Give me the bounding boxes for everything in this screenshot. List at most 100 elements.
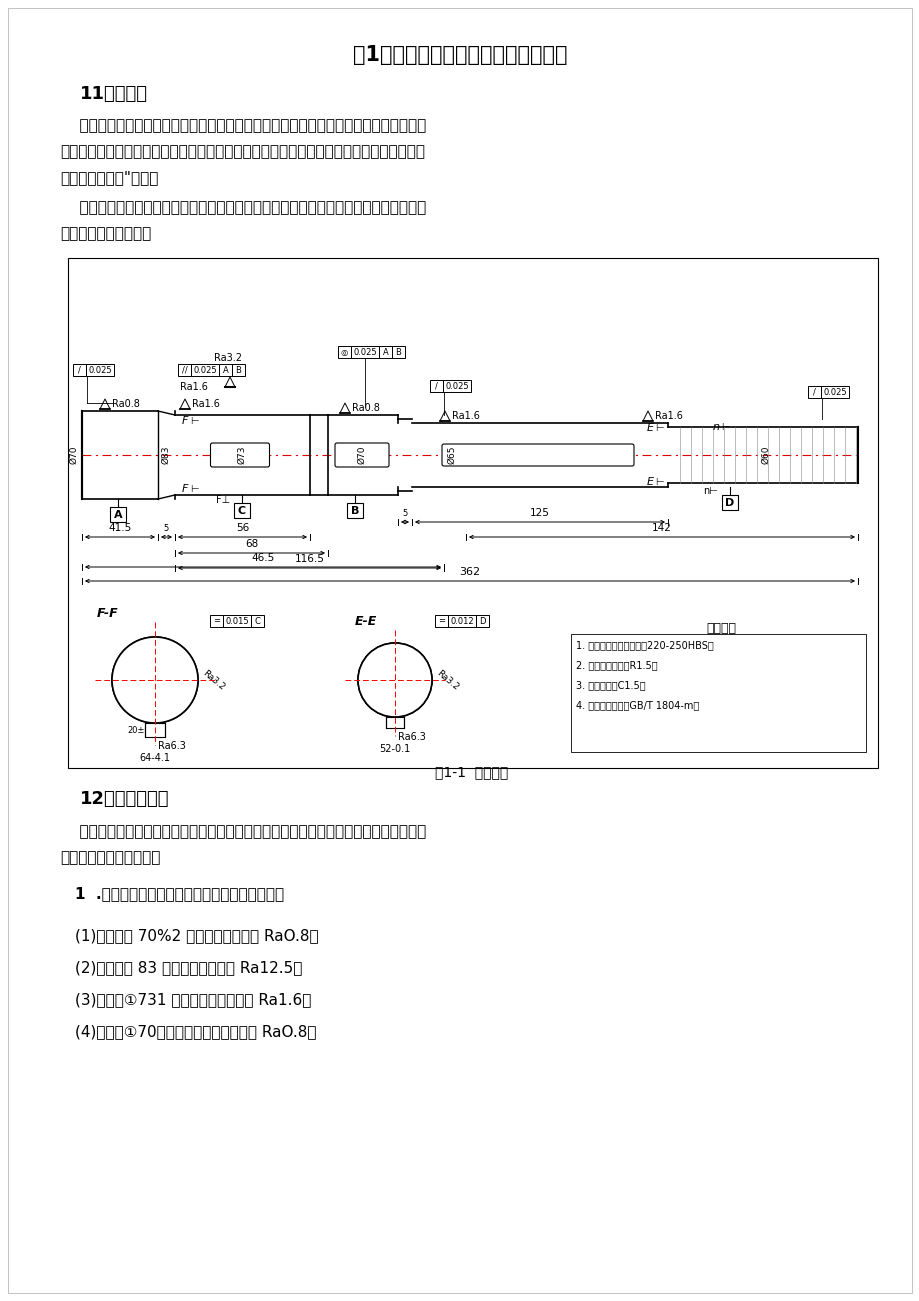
- Text: Ra1.6: Ra1.6: [451, 411, 480, 422]
- FancyBboxPatch shape: [346, 503, 363, 518]
- Text: A: A: [382, 347, 388, 356]
- Circle shape: [112, 637, 198, 723]
- Text: 125: 125: [529, 507, 550, 518]
- FancyBboxPatch shape: [85, 364, 114, 376]
- Text: //: //: [181, 366, 187, 375]
- Text: 46.5: 46.5: [251, 553, 275, 563]
- Text: A: A: [114, 510, 122, 519]
- Text: 0.025: 0.025: [823, 388, 845, 397]
- Text: /: /: [435, 381, 437, 390]
- FancyBboxPatch shape: [73, 364, 85, 376]
- FancyBboxPatch shape: [337, 346, 351, 358]
- Text: 52-0.1: 52-0.1: [379, 744, 410, 755]
- Text: D: D: [724, 497, 734, 507]
- Text: 3. 未注倒角为C1.5；: 3. 未注倒角为C1.5；: [575, 680, 645, 690]
- Text: F: F: [182, 484, 188, 494]
- Text: 64-4.1: 64-4.1: [140, 753, 170, 762]
- FancyBboxPatch shape: [435, 615, 448, 627]
- Text: Ø70: Ø70: [70, 446, 78, 464]
- Text: 0.015: 0.015: [225, 617, 248, 626]
- Text: ◎: ◎: [341, 347, 347, 356]
- FancyBboxPatch shape: [233, 503, 250, 518]
- Text: 20±0: 20±0: [127, 726, 150, 735]
- Text: /: /: [78, 366, 81, 375]
- Text: D: D: [479, 617, 485, 626]
- Text: 杆的变换来选择与不同的齿轮啮合，使二轴能输出不同转速、转向和扭矩。因为其形状像一: 杆的变换来选择与不同的齿轮啮合，使二轴能输出不同转速、转向和扭矩。因为其形状像一: [60, 144, 425, 159]
- FancyBboxPatch shape: [232, 364, 244, 376]
- Text: 116.5: 116.5: [294, 554, 324, 565]
- FancyBboxPatch shape: [251, 615, 264, 627]
- Text: ⊢: ⊢: [720, 422, 729, 432]
- Text: (√): (√): [847, 708, 865, 721]
- Text: ⊢: ⊢: [654, 423, 663, 433]
- FancyBboxPatch shape: [110, 507, 126, 522]
- Text: Ø83: Ø83: [162, 446, 170, 464]
- Bar: [386, 717, 403, 729]
- Text: 第1章轴零件的工艺分析与毛坯的选择: 第1章轴零件的工艺分析与毛坯的选择: [352, 46, 567, 65]
- Text: ⊢: ⊢: [190, 484, 199, 494]
- Text: F-F: F-F: [96, 608, 119, 621]
- Text: (4)轴右侧①70：螺；外圆，表面粗糙度 RaO.8；: (4)轴右侧①70：螺；外圆，表面粗糙度 RaO.8；: [75, 1024, 316, 1039]
- FancyBboxPatch shape: [335, 444, 389, 467]
- Text: Ø60: Ø60: [761, 446, 770, 464]
- FancyBboxPatch shape: [475, 615, 489, 627]
- Text: 0.025: 0.025: [193, 366, 217, 375]
- Text: 轴，是变速箱里的一根轴，轴本身与齿轮为一体，作用是将一轴和二轴连接，通过换挡: 轴，是变速箱里的一根轴，轴本身与齿轮为一体，作用是将一轴和二轴连接，通过换挡: [60, 118, 425, 133]
- Text: A: A: [222, 366, 228, 375]
- Text: =: =: [213, 617, 220, 626]
- Text: B: B: [350, 506, 358, 515]
- Text: 0.025: 0.025: [88, 366, 112, 375]
- Text: 142: 142: [652, 523, 671, 533]
- Text: 个塔，所以又叫"宝塔齿: 个塔，所以又叫"宝塔齿: [60, 170, 158, 185]
- Text: (3)轴左侧①731 喘外圆，表面粗糙度 Ra1.6；: (3)轴左侧①731 喘外圆，表面粗糙度 Ra1.6；: [75, 991, 311, 1007]
- Text: 0.025: 0.025: [445, 381, 469, 390]
- Text: 1  .加工表面的尺寸精度、形状精度和表面质量；: 1 .加工表面的尺寸精度、形状精度和表面质量；: [75, 886, 284, 902]
- Text: 0.012: 0.012: [449, 617, 473, 626]
- FancyBboxPatch shape: [820, 386, 848, 398]
- Text: Ra6.3: Ra6.3: [158, 742, 186, 751]
- Text: 要求包括下列几个方面：: 要求包括下列几个方面：: [60, 850, 160, 865]
- Text: F: F: [182, 416, 188, 425]
- Text: Ø73: Ø73: [237, 446, 246, 464]
- Text: 4. 未注尺寸公差按GB/T 1804-m。: 4. 未注尺寸公差按GB/T 1804-m。: [575, 700, 698, 710]
- FancyBboxPatch shape: [210, 444, 269, 467]
- Text: (1)轴左侧人 70%2 外圆，表面粗糙度 RaO.8；: (1)轴左侧人 70%2 外圆，表面粗糙度 RaO.8；: [75, 928, 318, 943]
- Text: 12轴的技术要求: 12轴的技术要求: [80, 790, 169, 808]
- Text: =: =: [437, 617, 445, 626]
- Text: B: B: [395, 347, 401, 356]
- Text: Ra1.6: Ra1.6: [192, 399, 220, 409]
- Text: Ø70: Ø70: [357, 446, 366, 464]
- Text: E: E: [646, 477, 652, 487]
- Text: 5: 5: [402, 509, 407, 518]
- FancyBboxPatch shape: [448, 615, 475, 627]
- Text: Ra3.2: Ra3.2: [214, 353, 242, 363]
- Bar: [68, 258, 877, 768]
- Text: Ra6.3: Ra6.3: [398, 732, 425, 742]
- Bar: [145, 723, 165, 736]
- Text: ⊢: ⊢: [654, 477, 663, 487]
- FancyBboxPatch shape: [222, 615, 251, 627]
- Text: F⊥: F⊥: [216, 494, 230, 505]
- Text: 技术要求: 技术要求: [705, 622, 735, 635]
- FancyBboxPatch shape: [177, 364, 191, 376]
- Text: 5: 5: [164, 524, 169, 533]
- Text: 1. 热处理调质后表面硬度220-250HBS；: 1. 热处理调质后表面硬度220-250HBS；: [575, 640, 713, 650]
- FancyBboxPatch shape: [351, 346, 379, 358]
- FancyBboxPatch shape: [721, 494, 737, 510]
- Text: Ra1.6: Ra1.6: [829, 693, 853, 703]
- Text: Ra3.2: Ra3.2: [435, 669, 460, 692]
- FancyBboxPatch shape: [210, 615, 222, 627]
- Text: 轴类零件主要用于支承传动零件（齿轮、带轮等）、承受载荷、传递转矩以及保证装在: 轴类零件主要用于支承传动零件（齿轮、带轮等）、承受载荷、传递转矩以及保证装在: [60, 200, 425, 215]
- Bar: [571, 634, 865, 752]
- Text: C: C: [255, 617, 260, 626]
- Text: n⊢: n⊢: [702, 487, 717, 496]
- FancyBboxPatch shape: [443, 380, 471, 392]
- Text: Ra0.8: Ra0.8: [352, 403, 380, 412]
- Text: Ra3.2: Ra3.2: [200, 669, 226, 692]
- FancyBboxPatch shape: [191, 364, 219, 376]
- Text: C: C: [238, 506, 245, 515]
- FancyBboxPatch shape: [391, 346, 404, 358]
- Text: Ra1.6: Ra1.6: [180, 382, 208, 392]
- Text: B: B: [235, 366, 241, 375]
- FancyBboxPatch shape: [441, 444, 633, 466]
